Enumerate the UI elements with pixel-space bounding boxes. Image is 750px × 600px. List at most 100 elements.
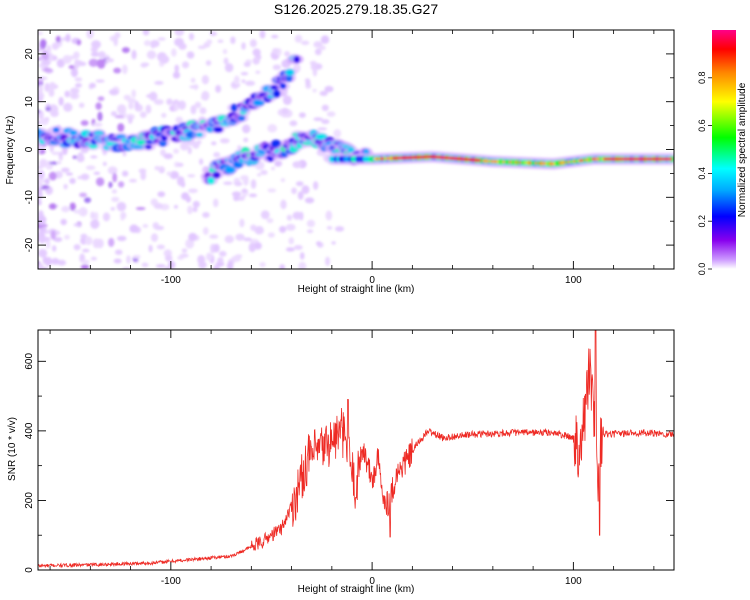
spectrogram-ridges bbox=[38, 53, 674, 186]
spectrogram-noise-blob bbox=[121, 47, 130, 53]
spectrogram-noise-blob bbox=[315, 241, 322, 246]
spectrogram-noise-blob bbox=[131, 49, 137, 60]
spectrogram-noise-blob bbox=[90, 256, 97, 261]
spectrogram-noise-blob bbox=[233, 75, 240, 86]
spectrogram-noise-blob bbox=[45, 106, 52, 112]
spectrogram-noise-blob bbox=[39, 38, 47, 49]
spectrogram-noise-blob bbox=[206, 39, 213, 45]
spectrogram-x-tick-label: 100 bbox=[565, 275, 582, 286]
spectrogram-noise-blob bbox=[92, 238, 101, 249]
spectrogram-noise-blob bbox=[234, 181, 243, 187]
spectrogram-noise-blob bbox=[284, 51, 291, 57]
spectrogram-noise-blob bbox=[38, 170, 45, 180]
spectrogram-noise-blob bbox=[139, 111, 147, 118]
spectrogram-noise-blob bbox=[241, 189, 249, 193]
spectrogram-noise-blob bbox=[285, 247, 295, 252]
spectrogram-noise-blob bbox=[267, 124, 278, 133]
spectrogram-noise-blob bbox=[93, 171, 101, 175]
spectrogram-noise-blob bbox=[325, 210, 333, 221]
spectrogram-noise-blob bbox=[224, 235, 234, 244]
spectrogram-noise-blob bbox=[145, 94, 155, 98]
spectrogram-noise-blob bbox=[69, 202, 76, 211]
spectrogram-noise-blob bbox=[114, 32, 121, 39]
snr-x-tick-label: 0 bbox=[369, 576, 375, 587]
colorbar-tick-label: 0.0 bbox=[697, 263, 707, 276]
spectrogram-noise-blob bbox=[282, 95, 292, 106]
spectrogram-noise-blob bbox=[107, 166, 118, 175]
spectrogram-noise-blob bbox=[266, 217, 274, 224]
snr-panel: -100 0 100 0 200 400 600 Height of straight li… bbox=[7, 329, 675, 595]
spectrogram-noise-blob bbox=[174, 30, 185, 37]
spectrogram-main-core bbox=[667, 157, 673, 161]
spectrogram-noise-blob bbox=[108, 237, 115, 247]
spectrogram-noise-blob bbox=[80, 233, 88, 239]
spectrogram-noise-blob bbox=[143, 40, 151, 47]
spectrogram-noise-blob bbox=[153, 99, 164, 105]
spectrogram-noise-blob bbox=[253, 242, 262, 250]
spectrogram-noise-blob bbox=[294, 34, 303, 43]
spectrogram-x-axis-label: Height of straight line (km) bbox=[298, 284, 415, 295]
spectrogram-noise-blob bbox=[44, 82, 50, 92]
spectrogram-noise-blob bbox=[127, 115, 133, 124]
spectrogram-ridge-blob bbox=[285, 68, 295, 76]
spectrogram-noise-blob bbox=[213, 243, 220, 253]
spectrogram-noise-blob bbox=[333, 129, 342, 138]
spectrogram-noise-blob bbox=[280, 199, 287, 210]
spectrogram-noise-blob bbox=[44, 256, 52, 267]
spectrogram-noise-blob bbox=[292, 161, 302, 169]
spectrogram-noise-blob bbox=[79, 192, 88, 198]
spectrogram-noise-blob bbox=[38, 248, 48, 258]
spectrogram-noise-blob bbox=[38, 215, 47, 225]
spectrogram-ridge-blob bbox=[279, 83, 287, 89]
spectrogram-noise-blob bbox=[110, 111, 118, 117]
spectrogram-noise-blob bbox=[293, 245, 303, 251]
spectrogram-noise-blob bbox=[199, 158, 204, 165]
spectrogram-noise-blob bbox=[145, 104, 152, 114]
spectrogram-noise-blob bbox=[288, 237, 295, 245]
spectrogram-noise-blob bbox=[70, 67, 78, 78]
snr-frame bbox=[37, 329, 675, 571]
spectrogram-noise-blob bbox=[271, 166, 276, 171]
spectrogram-noise-blob bbox=[64, 234, 70, 240]
spectrogram-blobs bbox=[38, 30, 674, 269]
spectrogram-noise-blob bbox=[74, 77, 83, 82]
spectrogram-noise-blob bbox=[52, 245, 57, 252]
spectrogram-noise-blob bbox=[305, 78, 311, 87]
spectrogram-noise-blob bbox=[157, 191, 166, 198]
spectrogram-noise-blob bbox=[202, 211, 210, 218]
spectrogram-noise-blob bbox=[65, 172, 74, 176]
colorbar-tick-label: 0.2 bbox=[697, 215, 707, 228]
spectrogram-noise-blob bbox=[48, 161, 59, 165]
spectrogram-noise-blob bbox=[111, 196, 120, 203]
spectrogram-noise-blob bbox=[90, 219, 100, 229]
spectrogram-noise-blob bbox=[185, 195, 191, 203]
spectrogram-noise-blob bbox=[156, 244, 165, 250]
spectrogram-noise-blob bbox=[61, 206, 70, 213]
snr-x-tick-label: -100 bbox=[161, 576, 181, 587]
spectrogram-noise-blob bbox=[154, 167, 165, 171]
spectrogram-ridge-blob bbox=[212, 171, 221, 179]
spectrogram-noise-blob bbox=[306, 229, 314, 234]
spectrogram-ridge-blob bbox=[293, 55, 300, 64]
spectrogram-noise-blob bbox=[50, 109, 59, 118]
spectrogram-noise-blob bbox=[148, 244, 153, 253]
spectrogram-noise-blob bbox=[235, 233, 245, 241]
spectrogram-noise-blob bbox=[218, 250, 227, 257]
snr-y-axis-label: SNR (10 * v/v) bbox=[7, 417, 18, 481]
spectrogram-noise-blob bbox=[53, 237, 63, 242]
spectrogram-noise-blob bbox=[38, 144, 41, 153]
spectrogram-noise-blob bbox=[116, 201, 127, 212]
spectrogram-noise-blob bbox=[154, 225, 165, 231]
spectrogram-noise-blob bbox=[128, 178, 137, 183]
spectrogram-noise-blob bbox=[95, 177, 105, 187]
spectrogram-noise-blob bbox=[209, 234, 219, 239]
spectrogram-noise-blob bbox=[224, 63, 234, 73]
spectrogram-noise-blob bbox=[272, 64, 282, 71]
spectrogram-noise-blob bbox=[84, 197, 92, 203]
spectrogram-noise-blob bbox=[113, 36, 118, 47]
spectrogram-x-tick-label: -100 bbox=[161, 275, 181, 286]
spectrogram-noise-blob bbox=[120, 211, 127, 220]
snr-x-axis-label: Height of straight line (km) bbox=[298, 584, 415, 595]
